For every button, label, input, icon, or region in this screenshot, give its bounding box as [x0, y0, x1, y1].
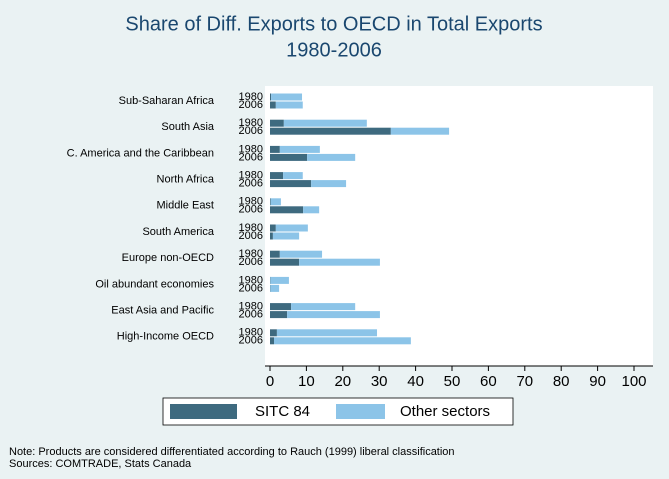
category-label: South America	[142, 226, 214, 238]
period-label: 2006	[239, 204, 263, 216]
x-tick-label: 60	[480, 373, 497, 390]
bar	[291, 303, 356, 311]
bar	[270, 198, 281, 206]
x-tick-label: 70	[516, 373, 533, 390]
x-tick-label: 0	[266, 373, 274, 390]
period-label: 1980	[239, 248, 263, 260]
bar	[270, 303, 292, 311]
bar	[275, 224, 308, 232]
bar	[270, 101, 276, 109]
period-label: 1980	[239, 117, 263, 129]
period-label: 1980	[239, 143, 263, 155]
period-label: 1980	[239, 222, 263, 234]
bar	[279, 145, 320, 153]
bar	[270, 284, 280, 292]
bar	[283, 172, 303, 180]
period-label: 2006	[239, 335, 263, 347]
bar	[270, 311, 288, 319]
chart-title: Share of Diff. Exports to OECD in Total …	[125, 13, 542, 35]
category-label: C. America and the Caribbean	[67, 147, 214, 159]
category-label: North Africa	[157, 174, 215, 186]
period-label: 1980	[239, 91, 263, 103]
bar	[270, 250, 280, 258]
period-label: 2006	[239, 125, 263, 137]
x-tick-label: 50	[444, 373, 461, 390]
x-tick-label: 90	[589, 373, 606, 390]
period-label: 2006	[239, 151, 263, 163]
bar	[270, 258, 300, 266]
legend-swatch	[170, 404, 237, 419]
period-label: 2006	[239, 178, 263, 190]
note: Note: Products are considered differenti…	[9, 446, 455, 458]
chart-subtitle: 1980-2006	[286, 39, 382, 61]
category-label: East Asia and Pacific	[111, 305, 214, 317]
period-label: 2006	[239, 230, 263, 242]
period-label: 2006	[239, 282, 263, 294]
period-label: 2006	[239, 256, 263, 268]
legend-swatch	[336, 404, 385, 419]
legend-label: Other sectors	[400, 403, 490, 420]
bar	[270, 93, 272, 101]
x-tick-label: 30	[371, 373, 388, 390]
period-label: 1980	[239, 196, 263, 208]
period-label: 1980	[239, 170, 263, 182]
x-tick-label: 10	[298, 373, 315, 390]
bar	[270, 180, 312, 188]
bar	[270, 145, 280, 153]
bar	[276, 329, 378, 337]
bar	[274, 337, 411, 345]
bar	[270, 206, 304, 214]
period-label: 1980	[239, 301, 263, 313]
bar	[299, 258, 380, 266]
period-label: 2006	[239, 99, 263, 111]
bar	[303, 206, 320, 214]
bar	[390, 127, 450, 135]
category-label: South Asia	[161, 121, 214, 133]
note: Sources: COMTRADE, Stats Canada	[9, 458, 192, 470]
category-label: High-Income OECD	[117, 331, 214, 343]
bar	[270, 153, 308, 161]
x-tick-label: 100	[621, 373, 646, 390]
category-label: Middle East	[157, 200, 214, 212]
bar	[270, 119, 284, 127]
category-label: Europe non-OECD	[122, 252, 214, 264]
bar	[279, 250, 323, 258]
x-tick-label: 20	[334, 373, 351, 390]
period-label: 1980	[239, 274, 263, 286]
bar	[271, 93, 303, 101]
x-tick-label: 80	[553, 373, 570, 390]
bar	[270, 198, 271, 206]
legend-label: SITC 84	[255, 403, 310, 420]
bar	[287, 311, 380, 319]
bar	[270, 329, 277, 337]
bar	[275, 101, 303, 109]
bar	[272, 232, 300, 240]
category-label: Sub-Saharan Africa	[119, 95, 215, 107]
bar	[270, 224, 276, 232]
bar	[283, 119, 367, 127]
bar	[270, 127, 391, 135]
bar	[307, 153, 356, 161]
bar	[270, 337, 275, 345]
bar	[270, 232, 273, 240]
period-label: 2006	[239, 309, 263, 321]
period-label: 1980	[239, 327, 263, 339]
x-tick-label: 40	[407, 373, 424, 390]
category-label: Oil abundant economies	[95, 278, 214, 290]
bar	[270, 172, 284, 180]
bar	[311, 180, 347, 188]
bar	[270, 276, 289, 284]
